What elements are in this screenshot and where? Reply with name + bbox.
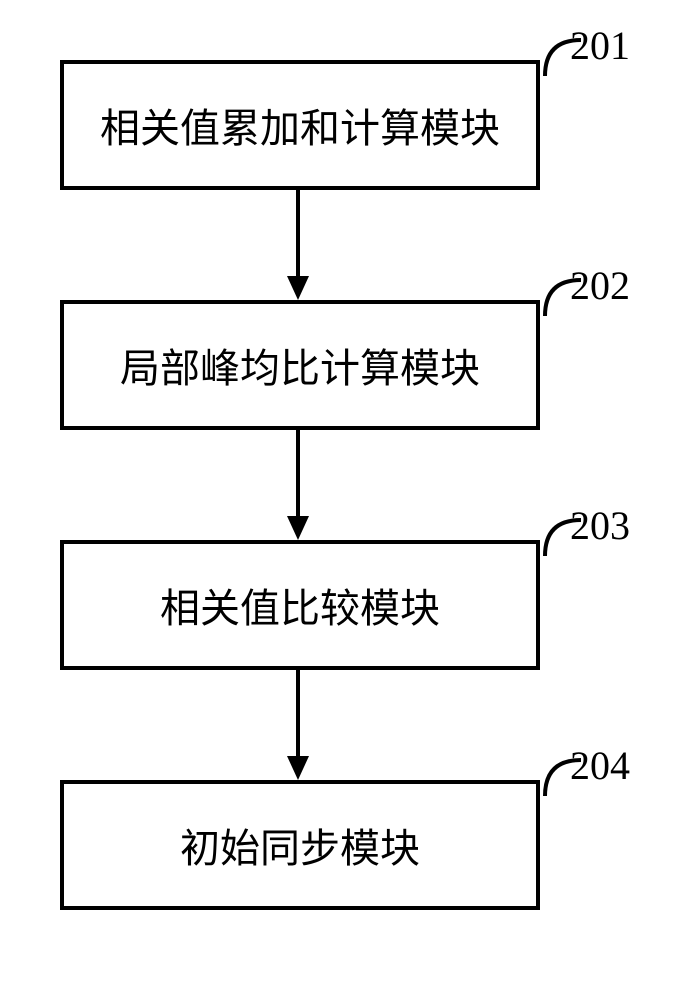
flow-node-leader-n2 <box>541 276 585 320</box>
flow-node-leader-n4 <box>541 756 585 800</box>
flowchart-canvas: 相关值累加和计算模块201局部峰均比计算模块202相关值比较模块203初始同步模… <box>0 0 689 1000</box>
flow-node-label-n4: 初始同步模块 <box>180 816 420 874</box>
flow-node-n3: 相关值比较模块 <box>60 540 540 670</box>
flow-node-n1: 相关值累加和计算模块 <box>60 60 540 190</box>
flow-node-n2: 局部峰均比计算模块 <box>60 300 540 430</box>
flow-node-n4: 初始同步模块 <box>60 780 540 910</box>
flow-edge-arrowhead-0 <box>287 276 309 300</box>
flow-edge-arrowhead-2 <box>287 756 309 780</box>
flow-node-label-n2: 局部峰均比计算模块 <box>120 336 480 394</box>
flow-edge-line-1 <box>296 430 300 516</box>
flow-edge-line-2 <box>296 670 300 756</box>
flow-node-label-n3: 相关值比较模块 <box>160 576 440 634</box>
flow-node-leader-n1 <box>541 36 585 80</box>
flow-node-label-n1: 相关值累加和计算模块 <box>100 96 500 154</box>
flow-node-leader-n3 <box>541 516 585 560</box>
flow-edge-line-0 <box>296 190 300 276</box>
flow-edge-arrowhead-1 <box>287 516 309 540</box>
